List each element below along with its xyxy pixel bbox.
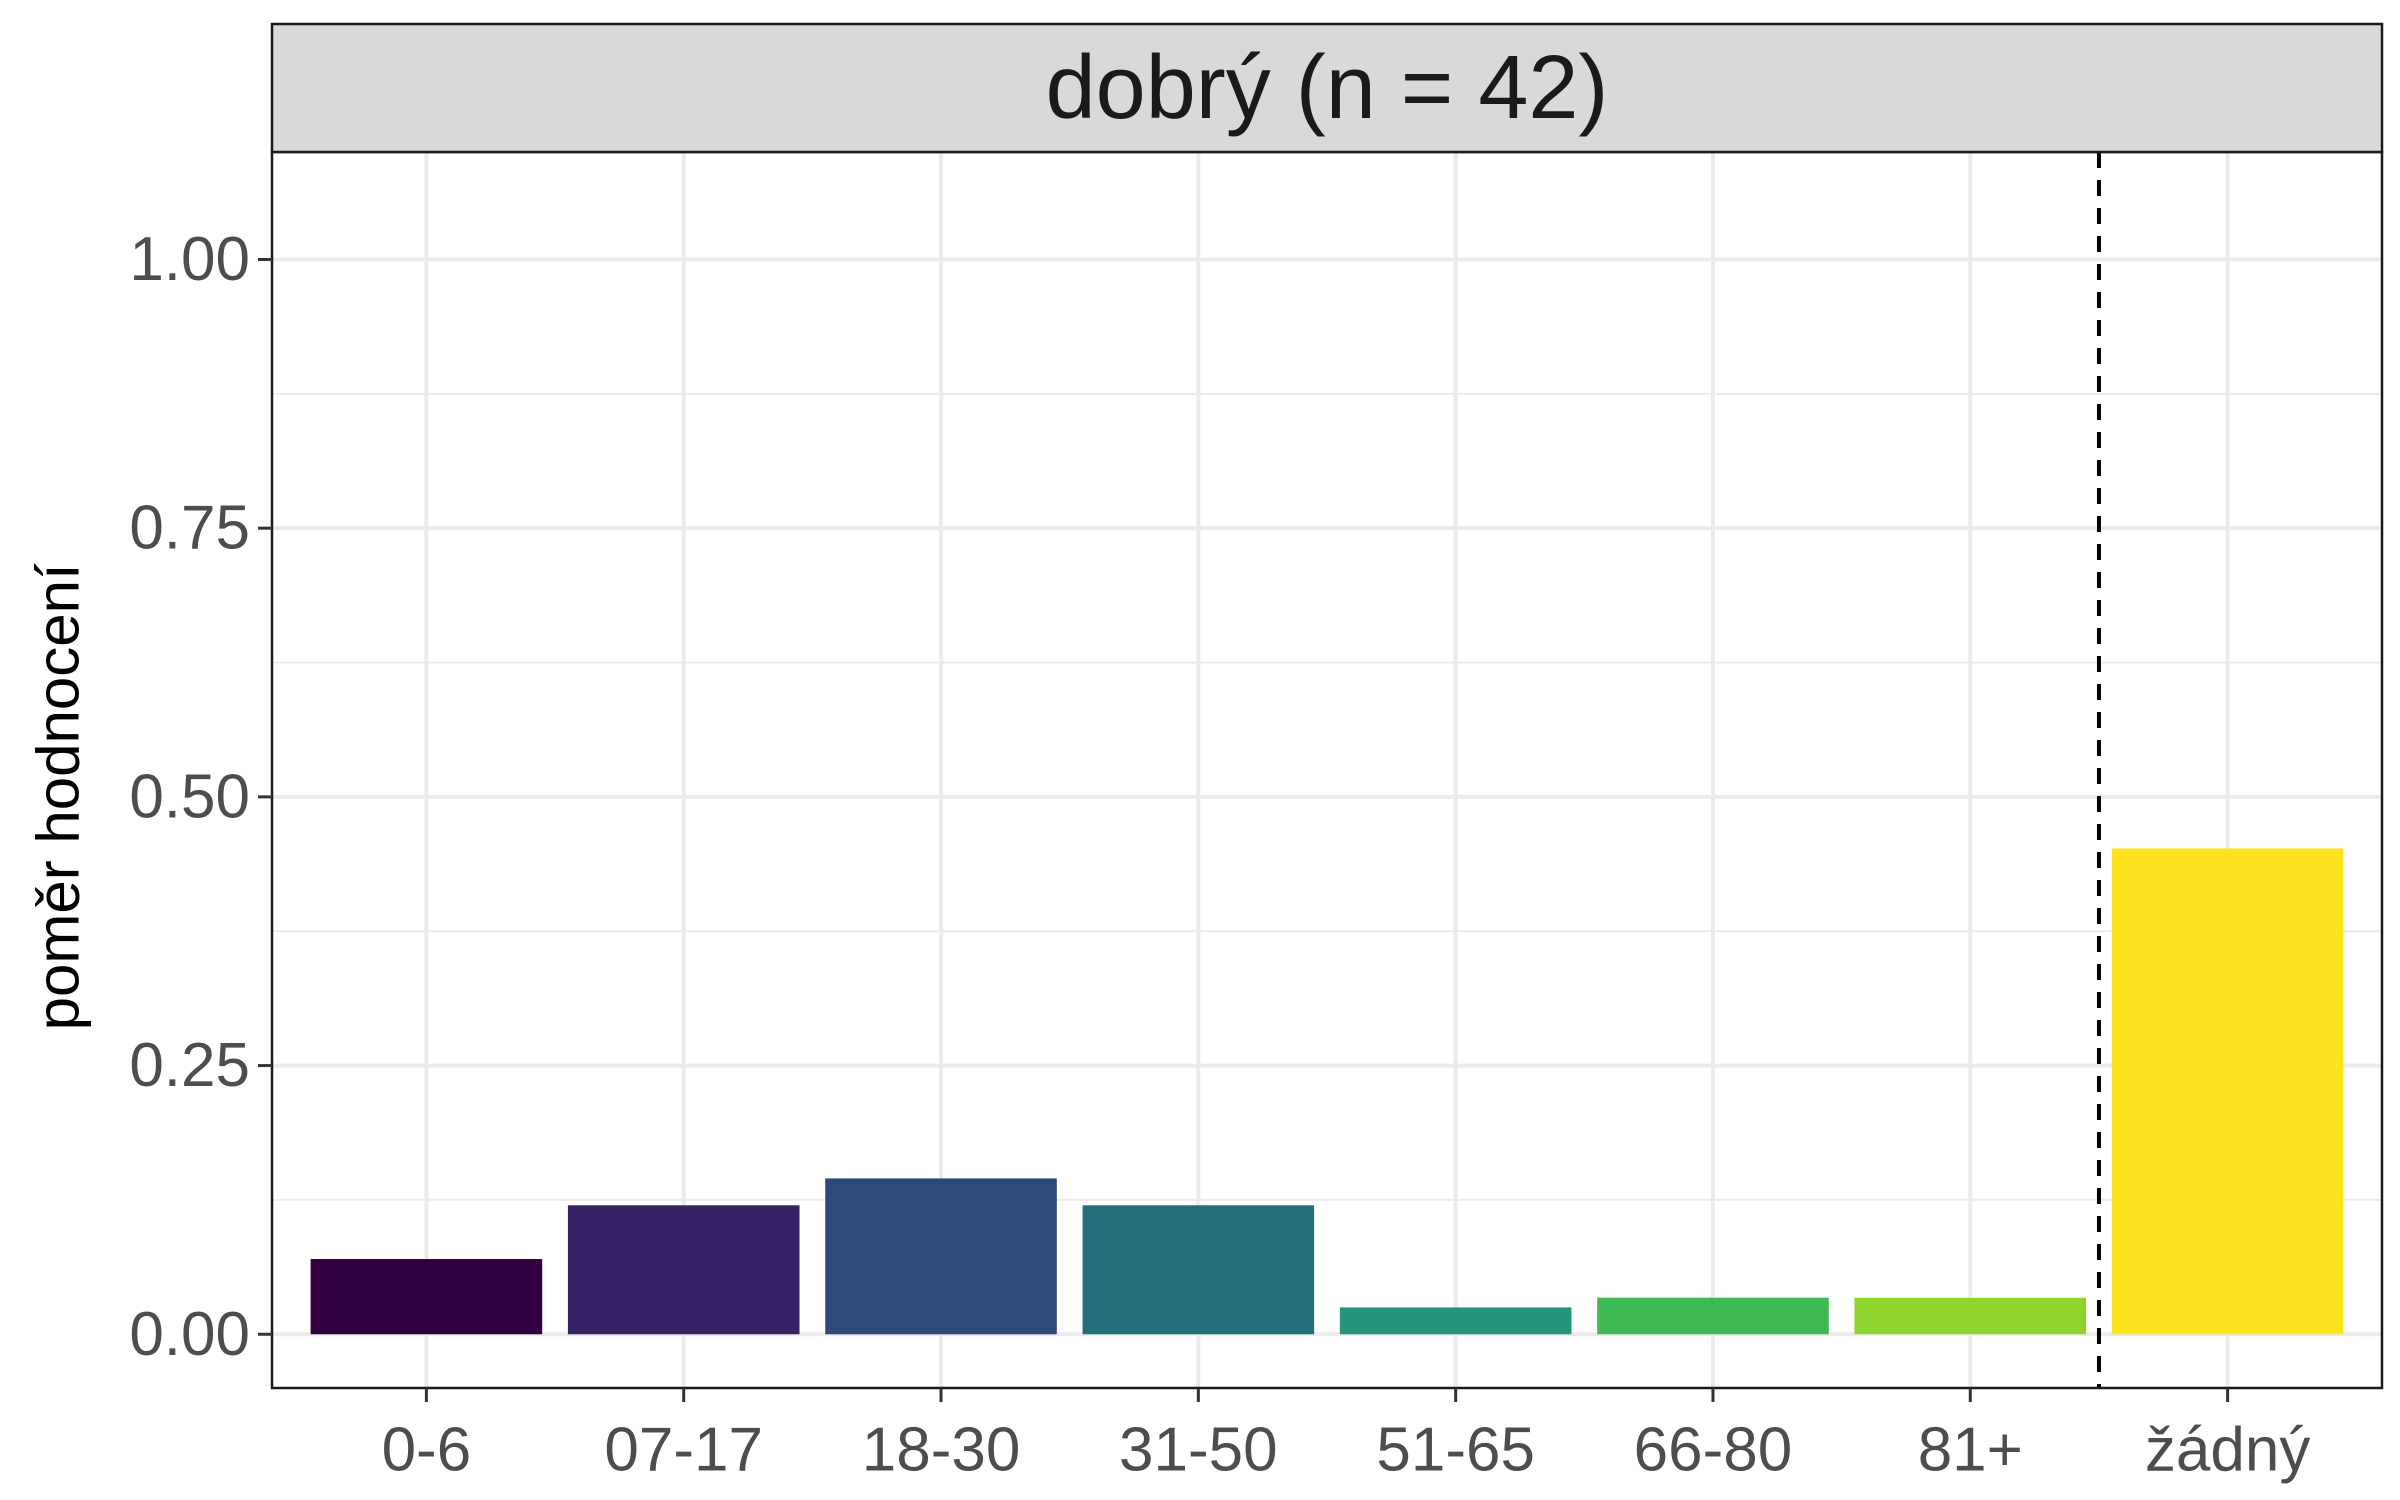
x-tick-label: 0-6: [382, 1416, 472, 1485]
y-tick-label: 0.75: [129, 494, 250, 563]
bar-18-30: [825, 1178, 1057, 1335]
y-axis: 0.00 0.25 0.50 0.75 1.00: [129, 225, 272, 1369]
bar-07-17: [567, 1205, 800, 1335]
bar-81+: [1854, 1297, 2087, 1335]
panel-border: [270, 150, 2384, 1390]
x-tick-label: 81+: [1918, 1416, 2023, 1485]
x-tick-label: 51-65: [1376, 1416, 1535, 1485]
x-tick-label: 18-30: [862, 1416, 1021, 1485]
bar-51-65: [1339, 1307, 1572, 1335]
y-tick-label: 0.50: [129, 762, 250, 831]
y-tick-label: 1.00: [129, 225, 250, 294]
grid-layer: [272, 152, 2382, 1388]
x-tick-label: žádný: [2145, 1416, 2310, 1485]
x-axis: 0-6 07-17 18-30 31-50 51-65 66-80 81+ žádný: [382, 1388, 2310, 1485]
bar-0-6: [310, 1259, 543, 1335]
x-tick-label: 31-50: [1119, 1416, 1278, 1485]
facet-strip: [270, 22, 2384, 154]
y-axis-title: poměr hodnocení: [25, 563, 92, 1030]
bar-31-50: [1082, 1205, 1315, 1335]
y-tick-label: 0.25: [129, 1031, 250, 1100]
bars-layer: [310, 848, 2344, 1335]
bar-žádný: [2111, 848, 2344, 1335]
y-tick-label: 0.00: [129, 1300, 250, 1369]
x-tick-label: 66-80: [1634, 1416, 1793, 1485]
facet-title: dobrý (n = 42): [1046, 38, 1609, 138]
bar-66-80: [1597, 1297, 1829, 1335]
x-tick-label: 07-17: [604, 1416, 763, 1485]
